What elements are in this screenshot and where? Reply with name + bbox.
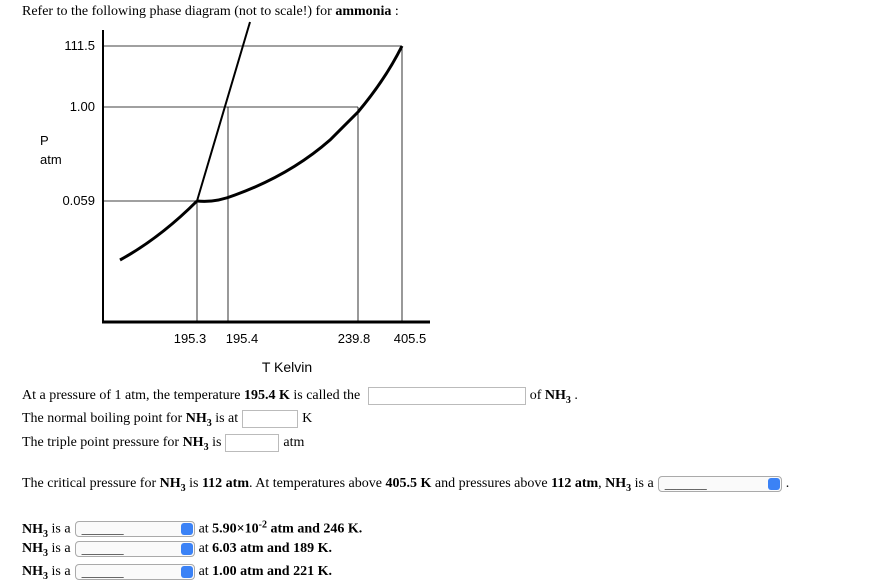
text: of	[529, 388, 545, 404]
text: .	[570, 388, 578, 404]
text: The critical pressure for	[22, 476, 160, 491]
text: and pressures above	[431, 476, 552, 491]
unit: K	[302, 411, 313, 427]
condition: 6.03 atm and 189 K.	[212, 541, 332, 556]
intro-text: Refer to the following phase diagram (no…	[22, 4, 336, 19]
row: NH3 is a _______ at 1.00 atm and 221 K.	[22, 563, 332, 586]
formula: NH	[605, 476, 627, 491]
formula: NH	[22, 521, 43, 537]
question-4: The critical pressure for NH3 is 112 atm…	[22, 475, 789, 498]
y-tick-label: 1.00	[70, 99, 95, 114]
formula-sub: 3	[180, 482, 186, 494]
text: 195.4 K	[243, 388, 290, 404]
placeholder: _______	[664, 476, 707, 491]
vaporization-curve	[196, 45, 404, 203]
formula: NH	[159, 476, 181, 491]
text: .	[785, 476, 790, 491]
row: NH3 is a _______ at 6.03 atm and 189 K.	[22, 540, 332, 563]
row: NH3 is a _______ at 5.90×10-2 atm and 246 …	[22, 516, 362, 543]
placeholder: _______	[81, 541, 124, 556]
formula: NH	[22, 564, 43, 579]
exponent: -2	[258, 519, 267, 530]
text: 112 atm	[551, 476, 599, 491]
x-tick-label: 405.5	[394, 331, 427, 346]
text: is at	[211, 411, 239, 427]
x-tick-label: 195.4	[226, 331, 259, 346]
substance: ammonia	[335, 4, 392, 19]
formula-sub: 3	[626, 482, 632, 494]
formula: NH	[182, 435, 204, 451]
answer-input[interactable]	[367, 387, 526, 405]
intro: Refer to the following phase diagram (no…	[22, 3, 399, 21]
text: at	[198, 521, 213, 537]
text: ,	[598, 476, 606, 491]
text: is a	[631, 476, 654, 491]
text: The normal boiling point for	[22, 411, 186, 427]
question-2: The normal boiling point for NH3 is at K	[22, 410, 312, 433]
text: . At temperatures above	[249, 476, 386, 491]
phase-diagram: 111.5 1.00 0.059 P atm 195.3 195.4 239.8…	[40, 21, 430, 375]
answer-input[interactable]	[225, 434, 280, 452]
formula: NH	[544, 388, 566, 404]
sublimation-curve	[119, 199, 199, 262]
formula-sub: 3	[43, 570, 48, 582]
text: 112 atm	[201, 476, 250, 491]
dropdown[interactable]: _______	[74, 563, 195, 580]
x-tick-label: 195.3	[174, 331, 207, 346]
formula-sub: 3	[43, 547, 48, 559]
x-label: T Kelvin	[262, 359, 312, 375]
placeholder: _______	[81, 564, 124, 579]
formula-sub: 3	[565, 395, 571, 407]
text: is a	[48, 564, 71, 579]
text: is a	[48, 521, 71, 537]
formula: NH	[185, 411, 207, 427]
y-tick-label: 111.5	[64, 38, 95, 53]
y-tick-label: 0.059	[62, 193, 95, 208]
text: at	[198, 541, 213, 556]
text: is a	[48, 541, 71, 556]
text: is called the	[289, 388, 364, 404]
colon: :	[391, 4, 399, 19]
x-tick-label: 239.8	[338, 331, 371, 346]
formula-sub: 3	[43, 528, 48, 540]
solid-liquid-line	[196, 21, 251, 202]
question-3: The triple point pressure for NH3 is atm	[22, 434, 304, 457]
dropdown[interactable]: _______	[74, 540, 195, 557]
dropdown[interactable]: _______	[74, 521, 195, 538]
text: At a pressure of 1 atm, the temperature	[22, 388, 244, 404]
y-label: atm	[40, 152, 62, 167]
dropdown[interactable]: _______	[657, 475, 782, 492]
condition: 1.00 atm and 221 K.	[212, 564, 332, 579]
unit: atm	[283, 435, 305, 451]
text: at	[198, 564, 213, 579]
formula-sub: 3	[206, 418, 212, 430]
condition: atm and 246 K.	[267, 521, 363, 537]
lines	[102, 21, 430, 324]
text: The triple point pressure for	[22, 435, 183, 451]
formula: NH	[22, 541, 43, 556]
y-label: P	[40, 133, 49, 148]
condition: 5.90×10	[212, 521, 259, 537]
placeholder: _______	[81, 522, 124, 537]
answer-input[interactable]	[242, 410, 299, 428]
text: is	[185, 476, 202, 491]
text: is	[208, 435, 222, 451]
text: 405.5 K	[385, 476, 432, 491]
formula-sub: 3	[203, 442, 209, 454]
question-1: At a pressure of 1 atm, the temperature …	[22, 387, 578, 410]
